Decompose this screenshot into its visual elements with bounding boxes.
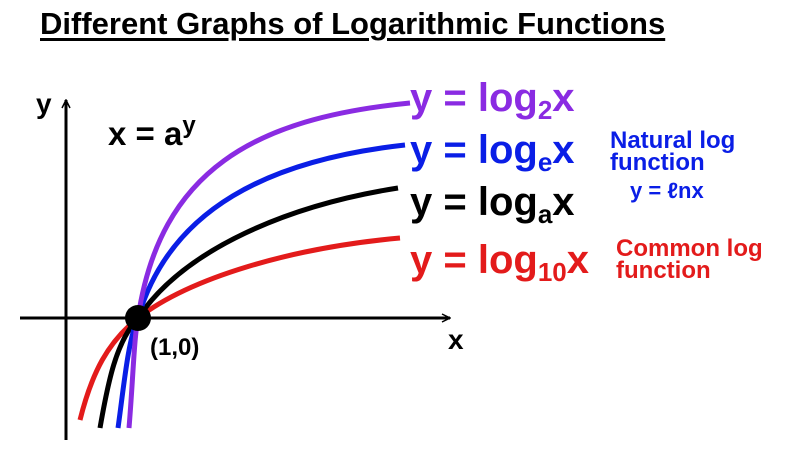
curve-log2 xyxy=(126,100,411,429)
curve-loga xyxy=(97,185,399,429)
note-natural-log: Natural log function xyxy=(610,127,736,176)
curve-log10 xyxy=(77,235,401,421)
label-loga: y = logax xyxy=(410,180,575,229)
label-loge: y = logex xyxy=(410,128,575,177)
curve-loge xyxy=(115,142,406,429)
label-log2: y = log2x xyxy=(410,76,575,125)
definition-label: x = ay xyxy=(108,112,196,153)
note-ln: y = ℓnx xyxy=(630,178,704,203)
label-log10: y = log10x xyxy=(410,238,589,287)
point-one-zero xyxy=(125,305,151,331)
note-common-log: Common log function xyxy=(616,235,763,284)
point-label: (1,0) xyxy=(150,334,200,361)
x-axis-label: x xyxy=(448,324,464,355)
definition-base: x = a xyxy=(108,115,183,152)
definition-exponent: y xyxy=(182,112,196,139)
y-axis-label: y xyxy=(36,88,52,119)
page-title: Different Graphs of Logarithmic Function… xyxy=(40,6,666,41)
